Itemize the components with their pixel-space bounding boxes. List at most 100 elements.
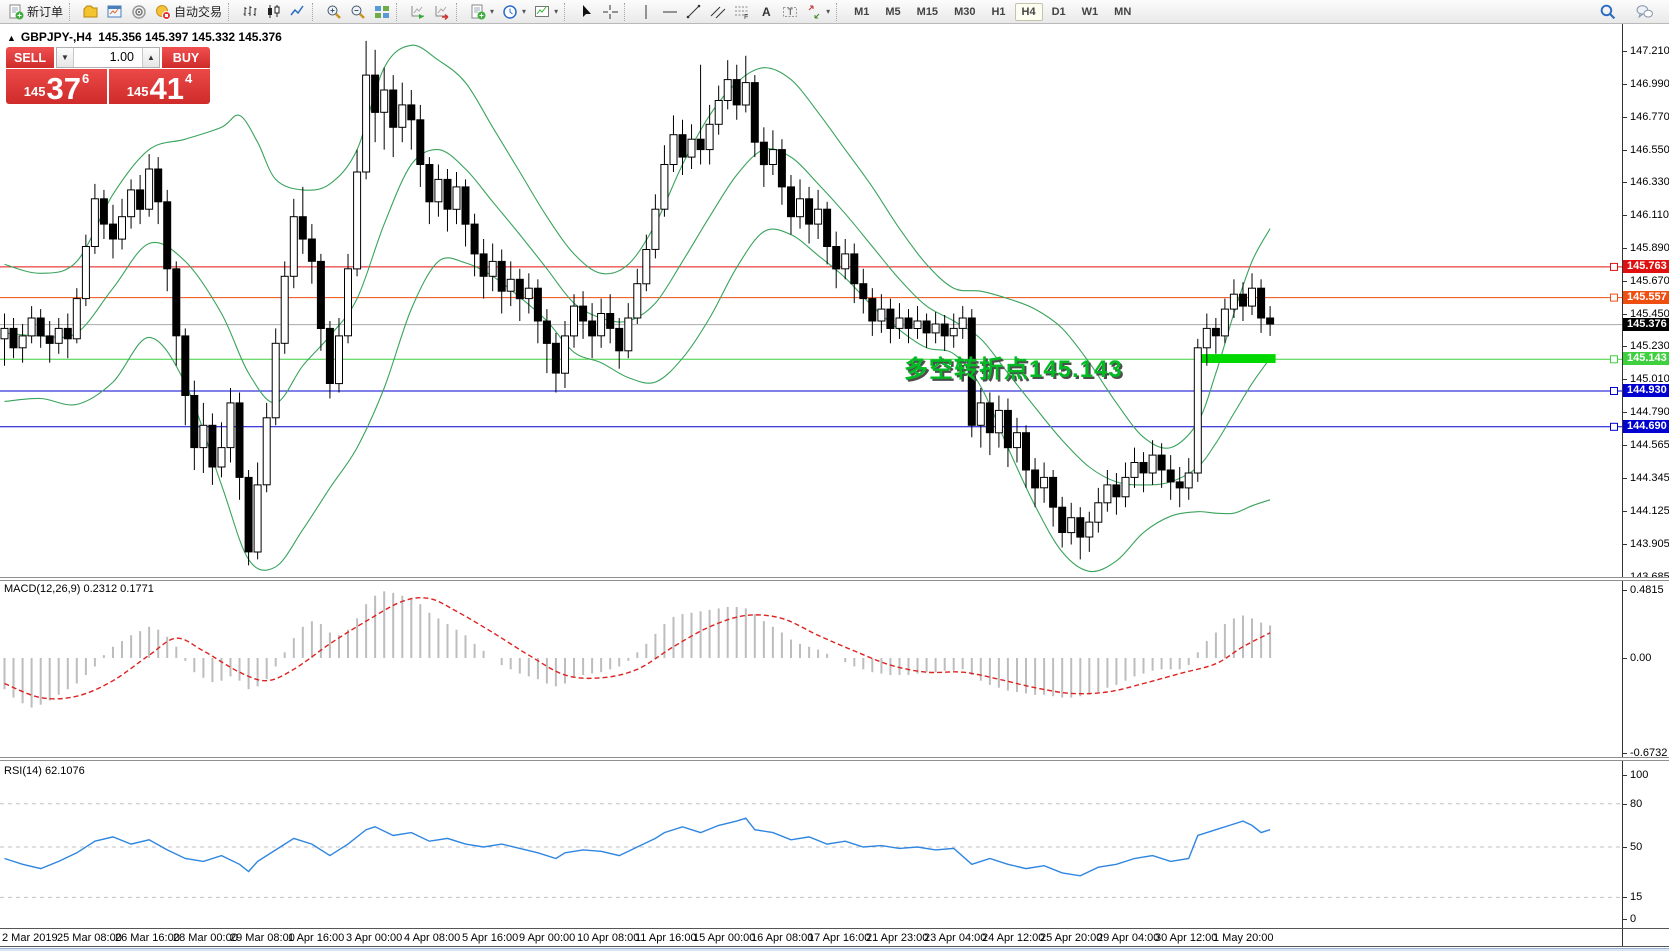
price-scale[interactable]: 147.210 146.990 146.770 146.550 146.330 146.1… [1622, 24, 1669, 947]
symbol-title: GBPJPY-,H4 [20, 30, 92, 44]
collapse-arrow-icon[interactable]: ▲ [7, 33, 16, 43]
time-label: 5 Apr 16:00 [462, 932, 519, 944]
sell-price-sup: 6 [81, 71, 90, 86]
buy-price-button[interactable]: 145 41 4 [109, 69, 210, 104]
pivot-annotation-text: 多空转折点145.143 [904, 356, 1123, 383]
buy-price-prefix: 145 [126, 84, 149, 99]
sell-price-button[interactable]: 145 37 6 [6, 69, 107, 104]
price-tick: 145.450 [1623, 308, 1669, 320]
timeframe-button-h1[interactable]: H1 [991, 5, 1006, 18]
sell-price-big: 37 [46, 71, 81, 106]
templates-dropdown[interactable]: ▾ [530, 3, 562, 21]
periods-dropdown[interactable]: ▾ [498, 3, 530, 21]
horizontal-line-icon[interactable] [658, 3, 682, 21]
market-watch-icon[interactable] [103, 3, 127, 21]
volume-down-button[interactable]: ▼ [57, 48, 74, 67]
rsi-tick: 15 [1623, 891, 1642, 903]
rsi-label: RSI(14) 62.1076 [4, 765, 85, 777]
timeframe-button-m30[interactable]: M30 [954, 5, 976, 18]
level-price-label: 144.930 [1623, 384, 1669, 397]
zoom-out-icon[interactable] [346, 3, 370, 21]
arrows-dropdown[interactable]: ▾ [802, 3, 834, 21]
time-label: 16 Apr 08:00 [751, 932, 814, 944]
fibonacci-icon[interactable]: F [730, 3, 754, 21]
current-price-label: 145.376 [1623, 318, 1669, 331]
toolbar-separator [228, 2, 234, 21]
rsi-tick: 100 [1623, 769, 1648, 781]
new-order-button[interactable]: 新订单 [4, 2, 67, 21]
time-label: 29 Apr 04:00 [1097, 932, 1160, 944]
indicators-dropdown[interactable]: ▾ [466, 3, 498, 21]
time-label: 15 Apr 00:00 [693, 932, 756, 944]
chart-canvas [0, 40, 1622, 898]
toolbar-separator [624, 2, 630, 21]
price-tick: 145.670 [1623, 275, 1669, 287]
signals-icon[interactable] [127, 3, 151, 21]
toolbar-separator [312, 2, 318, 21]
svg-text:A: A [762, 5, 771, 19]
timeframe-button-h4[interactable]: H4 [1014, 2, 1043, 21]
level-price-label: 145.557 [1623, 291, 1669, 304]
chart-shift-icon[interactable] [430, 3, 454, 21]
time-scale-border [0, 946, 1669, 947]
chat-icon[interactable] [1632, 2, 1657, 21]
buy-price-big: 41 [149, 71, 184, 106]
candlestick-chart-icon[interactable] [262, 3, 286, 21]
timeframe-button-m5[interactable]: M5 [885, 5, 901, 18]
volume-up-button[interactable]: ▲ [142, 48, 159, 67]
sell-button[interactable]: SELL [6, 47, 54, 68]
rsi-bottom-border [0, 928, 1669, 929]
time-label: 1 May 20:00 [1213, 932, 1274, 944]
toolbar-separator [69, 2, 75, 21]
bar-chart-icon[interactable] [238, 3, 262, 21]
tile-windows-icon[interactable] [370, 3, 394, 21]
rsi-tick: 80 [1623, 798, 1642, 810]
cursor-icon[interactable] [574, 3, 598, 21]
price-tick: 146.990 [1623, 78, 1669, 90]
panel-splitter-rsi[interactable] [0, 757, 1669, 761]
vertical-line-icon[interactable] [634, 3, 658, 21]
time-label: 29 Mar 08:00 [230, 932, 295, 944]
auto-scroll-icon[interactable] [406, 3, 430, 21]
auto-trading-button[interactable]: 自动交易 [151, 2, 226, 21]
time-label: 10 Apr 08:00 [577, 932, 640, 944]
search-icon[interactable] [1595, 2, 1620, 21]
symbol-header: ▲ GBPJPY-,H4 145.356 145.397 145.332 145.… [7, 30, 282, 44]
buy-button[interactable]: BUY [162, 47, 210, 68]
price-tick: 145.890 [1623, 242, 1669, 254]
macd-tick: -0.6732 [1623, 747, 1667, 759]
price-tick: 146.330 [1623, 176, 1669, 188]
equidistant-channel-icon[interactable] [706, 3, 730, 21]
level-price-label: 145.143 [1623, 352, 1669, 365]
time-label: 3 Apr 00:00 [346, 932, 403, 944]
price-tick: 145.230 [1623, 340, 1669, 352]
volume-stepper: ▼ 1.00 ▲ [56, 47, 160, 68]
profiles-icon[interactable] [79, 3, 103, 21]
time-label: 2 Mar 2019 [2, 932, 58, 944]
time-label: 9 Apr 00:00 [519, 932, 576, 944]
price-tick: 144.125 [1623, 505, 1669, 517]
timeframe-button-w1[interactable]: W1 [1081, 5, 1099, 18]
volume-input[interactable]: 1.00 [109, 50, 134, 64]
toolbar-separator [456, 2, 462, 21]
timeframe-button-m15[interactable]: M15 [916, 5, 939, 18]
price-tick: 146.770 [1623, 111, 1669, 123]
text-label-icon[interactable]: T [778, 3, 802, 21]
one-click-trade-panel: SELL ▼ 1.00 ▲ BUY 145 37 6 145 41 4 [6, 47, 210, 104]
text-icon[interactable]: A [754, 3, 778, 21]
macd-label: MACD(12,26,9) 0.2312 0.1771 [4, 583, 154, 595]
trendline-icon[interactable] [682, 3, 706, 21]
panel-splitter-macd[interactable] [0, 577, 1669, 581]
timeframe-button-mn[interactable]: MN [1114, 5, 1132, 18]
crosshair-icon[interactable] [598, 3, 622, 21]
timeframe-button-m1[interactable]: M1 [854, 5, 870, 18]
line-chart-icon[interactable] [286, 3, 310, 21]
time-label: 25 Apr 20:00 [1040, 932, 1103, 944]
time-label: 26 Mar 16:00 [115, 932, 180, 944]
zoom-in-icon[interactable] [322, 3, 346, 21]
time-scale[interactable]: 2 Mar 2019 25 Mar 08:00 26 Mar 16:00 28 Mar… [0, 930, 1622, 947]
time-label: 25 Mar 08:00 [57, 932, 122, 944]
timeframe-button-d1[interactable]: D1 [1051, 5, 1066, 18]
price-tick: 145.010 [1623, 373, 1669, 385]
symbol-ohlc: 145.356 145.397 145.332 145.376 [98, 30, 282, 44]
